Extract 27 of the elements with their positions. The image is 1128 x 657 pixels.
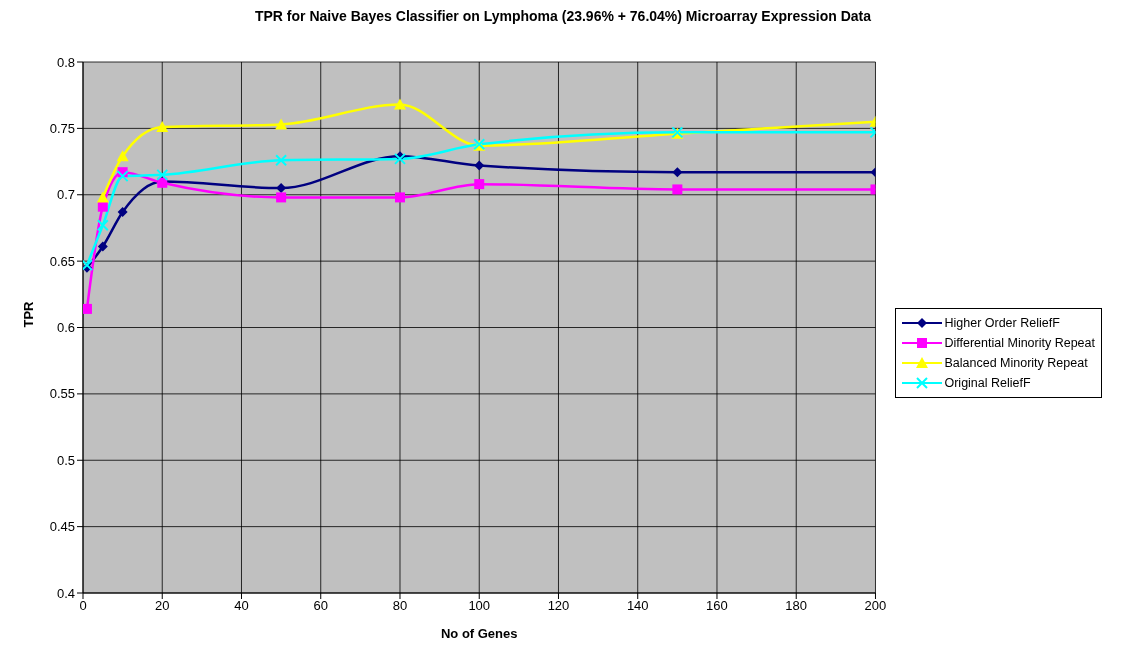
y-tick-label: 0.55 [49,386,75,402]
x-tick-label: 0 [79,598,87,614]
y-tick-label: 0.6 [56,320,75,336]
y-tick-label: 0.65 [49,253,75,269]
x-tick-label: 160 [706,598,728,614]
x-tick-label: 60 [313,598,328,614]
y-axis-title: TPR [20,300,36,328]
legend-label: Balanced Minority Repeat [944,356,1088,370]
x-tick-label: 40 [234,598,249,614]
y-tick-label: 0.8 [56,54,75,70]
y-tick-label: 0.5 [56,452,75,468]
x-tick-label: 20 [155,598,170,614]
x-tick-label: 140 [626,598,649,614]
y-tick-label: 0.7 [56,187,75,203]
x-axis-title: No of Genes [440,626,518,641]
x-tick-label: 100 [468,598,491,614]
x-tick-label: 120 [547,598,570,614]
y-tick-label: 0.75 [49,120,75,136]
legend-label: Differential Minority Repeat [944,336,1095,350]
x-tick-label: 200 [864,598,887,614]
x-tick-label: 80 [392,598,408,614]
y-tick-label: 0.45 [49,519,75,535]
legend-label: Original ReliefF [944,376,1031,390]
chart-title: TPR for Naive Bayes Classifier on Lymphoma (23.96% + 76.04%) Microarray Expression Data [254,8,872,24]
y-tick-label: 0.4 [56,585,75,601]
legend-label: Higher Order ReliefF [944,316,1060,330]
x-tick-label: 180 [785,598,808,614]
